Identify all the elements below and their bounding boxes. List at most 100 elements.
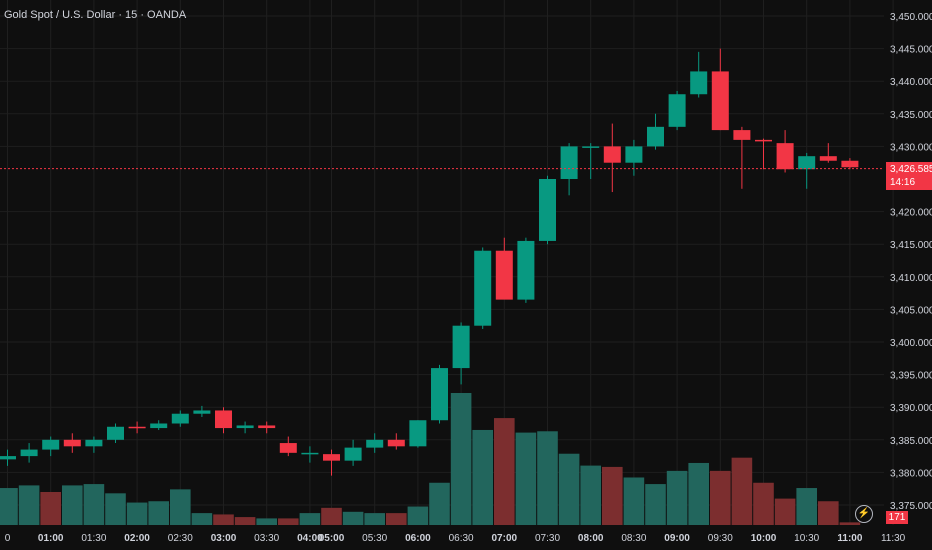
time-tick-label: 07:00	[492, 533, 518, 544]
price-tick-label: 3,380.000	[890, 468, 932, 479]
price-tick-label: 3,440.000	[890, 77, 932, 88]
candle-body	[258, 425, 276, 429]
time-tick-label: 07:30	[535, 533, 560, 544]
candle-body	[236, 425, 254, 429]
volume-bar	[666, 470, 688, 525]
time-tick-label: 09:00	[664, 533, 690, 544]
lightning-icon[interactable]: ⚡	[855, 505, 873, 523]
candle-body	[107, 426, 124, 440]
candle-body	[495, 250, 513, 300]
time-tick-label: 0	[5, 533, 11, 544]
candle-body	[387, 439, 405, 447]
volume-bar	[342, 511, 364, 525]
candle-body	[582, 146, 600, 148]
volume-bar	[537, 431, 558, 525]
volume-bar	[83, 484, 105, 525]
candle-body	[690, 71, 708, 95]
price-axis[interactable]: 3,450.000 3,445.000 3,440.000 3,435.000 3,43…	[890, 12, 932, 512]
candle-body	[193, 410, 211, 414]
candle-body	[474, 250, 492, 326]
volume-bar	[645, 484, 666, 525]
price-tick-label: 3,430.000	[890, 142, 932, 153]
time-tick-label: 02:30	[168, 533, 193, 544]
candle-body	[301, 452, 319, 455]
candle-body	[776, 143, 794, 170]
time-tick-label: 09:30	[708, 533, 733, 544]
candle-body	[344, 447, 362, 461]
candle-body	[215, 410, 232, 429]
time-tick-label: 03:30	[254, 533, 279, 544]
candle-body	[42, 439, 60, 450]
price-tick-label: 3,445.000	[890, 45, 932, 56]
volume-bar	[234, 517, 256, 525]
candle-body	[366, 439, 384, 448]
symbol-title: Gold Spot / U.S. Dollar · 15 · OANDA	[4, 9, 187, 21]
price-tick-label: 3,395.000	[890, 371, 932, 382]
time-tick-label: 04:00	[297, 533, 323, 544]
time-tick-label: 05:00	[319, 533, 345, 544]
time-tick-label: 11:30	[881, 533, 906, 544]
volume-bar	[386, 513, 407, 525]
last-price-tag: 3,426.585 14:16	[886, 162, 932, 190]
candle-body	[171, 413, 189, 424]
volume-bars	[0, 393, 861, 525]
candle-body	[603, 146, 621, 163]
candle-body	[647, 126, 664, 147]
volume-bar	[450, 393, 472, 525]
time-tick-label: 10:00	[751, 533, 777, 544]
volume-bar	[839, 522, 861, 525]
volume-bar	[494, 418, 515, 525]
volume-value-tag: 171	[886, 511, 908, 524]
volume-bar	[321, 507, 342, 525]
candle-body	[711, 71, 729, 131]
volume-bar	[170, 489, 191, 525]
volume-bar	[472, 429, 493, 525]
candle-body	[755, 139, 772, 142]
candle-body	[85, 439, 103, 447]
candle-body	[539, 179, 556, 241]
time-tick-label: 08:00	[578, 533, 604, 544]
volume-bar	[602, 466, 623, 525]
volume-bar	[558, 453, 580, 525]
volume-bar	[796, 488, 817, 525]
price-tick-label: 3,435.000	[890, 110, 932, 121]
volume-bar	[364, 513, 385, 525]
candle-body	[20, 449, 38, 457]
volume-bar	[688, 462, 709, 525]
candle-body	[63, 439, 81, 447]
time-tick-label: 06:00	[405, 533, 431, 544]
volume-bar	[774, 498, 796, 525]
volume-bar	[105, 493, 126, 525]
time-axis[interactable]: 0 01:00 01:30 02:00 02:30 03:00 03:30 04:0005:0…	[5, 533, 906, 544]
volume-bar	[623, 477, 645, 525]
price-tick-label: 3,450.000	[890, 12, 932, 23]
candle-body	[733, 130, 751, 140]
price-tick-label: 3,390.000	[890, 403, 932, 414]
candle-body	[323, 454, 340, 461]
candles	[0, 48, 859, 476]
volume-bar	[213, 514, 234, 525]
candle-body	[668, 94, 686, 127]
candle-body	[409, 420, 427, 447]
candle-body	[279, 443, 297, 453]
volume-bar	[731, 457, 753, 525]
volume-bar	[256, 518, 277, 525]
price-tick-label: 3,375.000	[890, 501, 932, 512]
time-tick-label: 03:00	[211, 533, 237, 544]
volume-bar	[299, 513, 321, 525]
volume-bar	[126, 502, 148, 525]
volume-bar	[148, 501, 169, 525]
volume-bar	[710, 470, 731, 525]
last-price-value: 3,426.585	[890, 164, 932, 175]
price-tick-label: 3,420.000	[890, 208, 932, 219]
volume-bar	[407, 506, 429, 525]
volume-bar	[515, 432, 537, 525]
time-tick-label: 10:30	[794, 533, 819, 544]
price-tick-label: 3,385.000	[890, 436, 932, 447]
volume-bar	[753, 482, 774, 525]
volume-bar	[0, 488, 18, 525]
volume-bar	[580, 465, 601, 525]
price-tick-label: 3,400.000	[890, 338, 932, 349]
time-tick-label: 05:30	[362, 533, 387, 544]
